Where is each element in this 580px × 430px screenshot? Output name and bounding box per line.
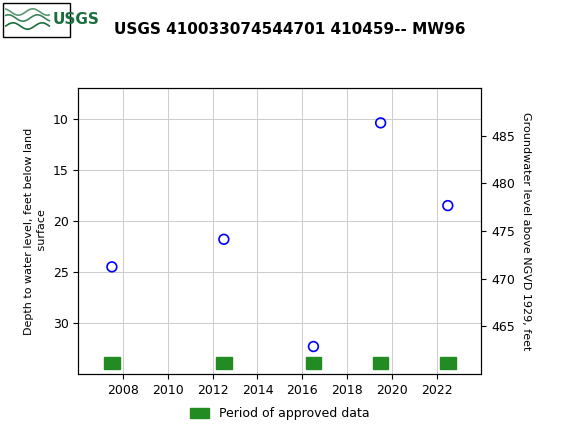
Y-axis label: Depth to water level, feet below land
 surface: Depth to water level, feet below land su… [24, 128, 47, 335]
Point [219, 236, 229, 243]
Point [376, 120, 385, 126]
Point [309, 343, 318, 350]
Bar [104, 357, 119, 369]
Text: USGS 410033074544701 410459-- MW96: USGS 410033074544701 410459-- MW96 [114, 22, 466, 37]
FancyBboxPatch shape [3, 3, 70, 37]
Point [107, 264, 117, 270]
Legend: Period of approved data: Period of approved data [185, 402, 375, 425]
Text: USGS: USGS [52, 12, 99, 28]
Bar [440, 357, 456, 369]
Bar [373, 357, 389, 369]
Bar [306, 357, 321, 369]
Y-axis label: Groundwater level above NGVD 1929, feet: Groundwater level above NGVD 1929, feet [521, 112, 531, 350]
Point [443, 202, 452, 209]
Bar [216, 357, 231, 369]
